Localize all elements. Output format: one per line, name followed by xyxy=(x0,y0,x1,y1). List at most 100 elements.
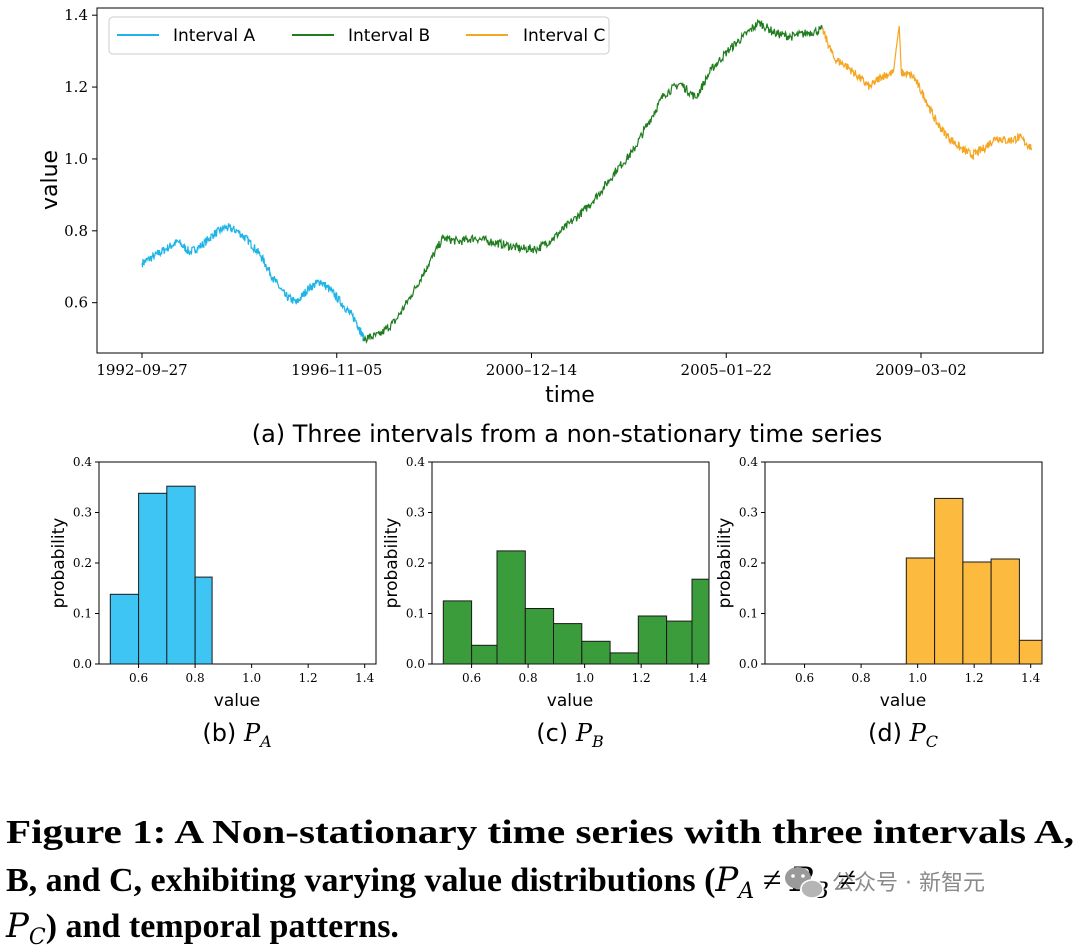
legend-box xyxy=(108,16,610,55)
histogram-bar xyxy=(581,640,611,665)
wechat-icon xyxy=(785,867,824,899)
y-tick-label: 0.0 xyxy=(406,657,425,671)
y-axis-label: probability xyxy=(715,518,735,609)
y-ticks: 0.6 0.8 1.0 1.2 1.4 xyxy=(64,6,97,312)
watermark: 公众号 · 新智元 xyxy=(785,867,985,899)
histogram-bar xyxy=(442,600,473,665)
x-ticks: 1992–09–27 1996–11–05 2000–12–14 2005–01–22… xyxy=(96,353,967,379)
y-tick-label: 0.2 xyxy=(73,556,92,570)
histogram-panel-a: 0.0 0.1 0.2 0.3 0.4 0.6 0.8 1.0 1.2 1.4 value pro… xyxy=(49,455,377,751)
y-tick-label: 0.1 xyxy=(406,607,425,621)
time-series-panel: 0.6 0.8 1.0 1.2 1.4 1992–09–27 1996–11–05 2000… xyxy=(38,6,1044,448)
series-line-interval-c xyxy=(821,25,1033,161)
y-tick-label: 1.2 xyxy=(64,78,88,96)
y-tick-label: 0.2 xyxy=(406,556,425,570)
histogram-bar xyxy=(609,652,639,665)
y-tick-label: 0.2 xyxy=(739,556,758,570)
histogram-bar xyxy=(524,608,555,665)
x-tick-label: 1.0 xyxy=(908,671,927,685)
histogram-panel-c: 0.0 0.1 0.2 0.3 0.4 0.6 0.8 1.0 1.2 1.4 value pro… xyxy=(715,455,1043,751)
y-tick-label: 0.0 xyxy=(739,657,758,671)
y-tick-label: 1.0 xyxy=(64,150,88,168)
series-line-interval-b xyxy=(363,18,823,344)
histogram-bar xyxy=(194,576,213,665)
y-tick-label: 0.8 xyxy=(64,222,88,240)
y-tick-label: 0.6 xyxy=(64,294,88,312)
histogram-bar xyxy=(553,623,583,665)
panel-d-caption: (d) PC xyxy=(868,719,938,751)
x-tick-label: 0.6 xyxy=(795,671,814,685)
y-tick-label: 0.1 xyxy=(739,607,758,621)
legend-label-interval-c: Interval C xyxy=(523,26,605,46)
axis-ticks: 0.0 0.1 0.2 0.3 0.4 0.6 0.8 1.0 1.2 1.4 xyxy=(406,455,708,685)
histogram-bar xyxy=(934,497,964,665)
histogram-bars xyxy=(109,485,213,665)
x-axis-label: time xyxy=(545,383,595,408)
y-tick-label: 0.4 xyxy=(406,455,425,469)
x-tick-label: 0.8 xyxy=(186,671,205,685)
histogram-bar xyxy=(905,557,936,665)
histogram-bar xyxy=(691,578,710,665)
x-tick-label: 2009–03–02 xyxy=(875,361,966,379)
histogram-bars xyxy=(905,497,1043,665)
histogram-bars xyxy=(442,550,710,665)
y-tick-label: 0.3 xyxy=(739,506,758,520)
x-tick-label: 1.2 xyxy=(632,671,651,685)
x-tick-label: 1.2 xyxy=(299,671,318,685)
histogram-bar xyxy=(109,593,140,665)
x-tick-label: 1.0 xyxy=(242,671,261,685)
x-tick-label: 1.2 xyxy=(965,671,984,685)
axis-ticks: 0.0 0.1 0.2 0.3 0.4 0.6 0.8 1.0 1.2 1.4 xyxy=(739,455,1041,685)
series-lines xyxy=(141,18,1033,344)
histogram-bar xyxy=(962,561,992,665)
x-axis-label: value xyxy=(214,691,260,711)
y-tick-label: 0.4 xyxy=(73,455,92,469)
panel-c-caption: (c) PB xyxy=(536,719,604,751)
series-line-interval-a xyxy=(141,223,365,342)
x-tick-label: 0.6 xyxy=(129,671,148,685)
histogram-bar xyxy=(637,615,668,665)
x-tick-label: 0.8 xyxy=(519,671,538,685)
x-tick-label: 0.6 xyxy=(462,671,481,685)
y-axis-label: value xyxy=(38,150,63,210)
panel-b-caption: (b) PA xyxy=(202,719,271,751)
legend-label-interval-a: Interval A xyxy=(173,26,256,46)
x-tick-label: 1.0 xyxy=(575,671,594,685)
y-tick-label: 0.1 xyxy=(73,607,92,621)
x-tick-label: 2005–01–22 xyxy=(681,361,772,379)
x-tick-label: 1.4 xyxy=(688,671,707,685)
histogram-bar xyxy=(138,492,168,665)
y-tick-label: 0.3 xyxy=(73,506,92,520)
histogram-bar xyxy=(166,485,196,665)
plot-frame xyxy=(96,7,1044,354)
histogram-bar xyxy=(496,550,526,665)
y-axis-label: probability xyxy=(382,518,402,609)
watermark-text: 公众号 · 新智元 xyxy=(832,871,985,896)
y-tick-label: 0.0 xyxy=(73,657,92,671)
histogram-bar xyxy=(471,644,498,665)
x-tick-label: 2000–12–14 xyxy=(486,361,577,379)
x-tick-label: 1996–11–05 xyxy=(291,361,382,379)
caption-line-2: B, and C, exhibiting varying value distr… xyxy=(6,860,856,904)
x-tick-label: 1.4 xyxy=(355,671,374,685)
axis-ticks: 0.0 0.1 0.2 0.3 0.4 0.6 0.8 1.0 1.2 1.4 xyxy=(73,455,375,685)
histogram-panel-b: 0.0 0.1 0.2 0.3 0.4 0.6 0.8 1.0 1.2 1.4 value pro… xyxy=(382,455,710,751)
histogram-bar xyxy=(990,558,1020,665)
y-tick-label: 0.3 xyxy=(406,506,425,520)
x-tick-label: 1992–09–27 xyxy=(96,361,187,379)
x-tick-label: 0.8 xyxy=(852,671,871,685)
panel-a-caption: (a) Three intervals from a non-stationar… xyxy=(252,420,883,448)
x-tick-label: 1.4 xyxy=(1021,671,1040,685)
y-tick-label: 1.4 xyxy=(64,6,88,24)
histogram-bar xyxy=(666,620,693,665)
legend-label-interval-b: Interval B xyxy=(348,26,430,46)
y-axis-label: probability xyxy=(49,518,69,609)
x-axis-label: value xyxy=(547,691,593,711)
caption-line-3: PC) and temporal patterns. xyxy=(5,906,399,950)
legend: Interval A Interval B Interval C xyxy=(108,16,610,55)
x-axis-label: value xyxy=(880,691,926,711)
caption-line-1: Figure 1: A Non-stationary time series w… xyxy=(6,814,1074,851)
histogram-bar xyxy=(1018,639,1043,665)
